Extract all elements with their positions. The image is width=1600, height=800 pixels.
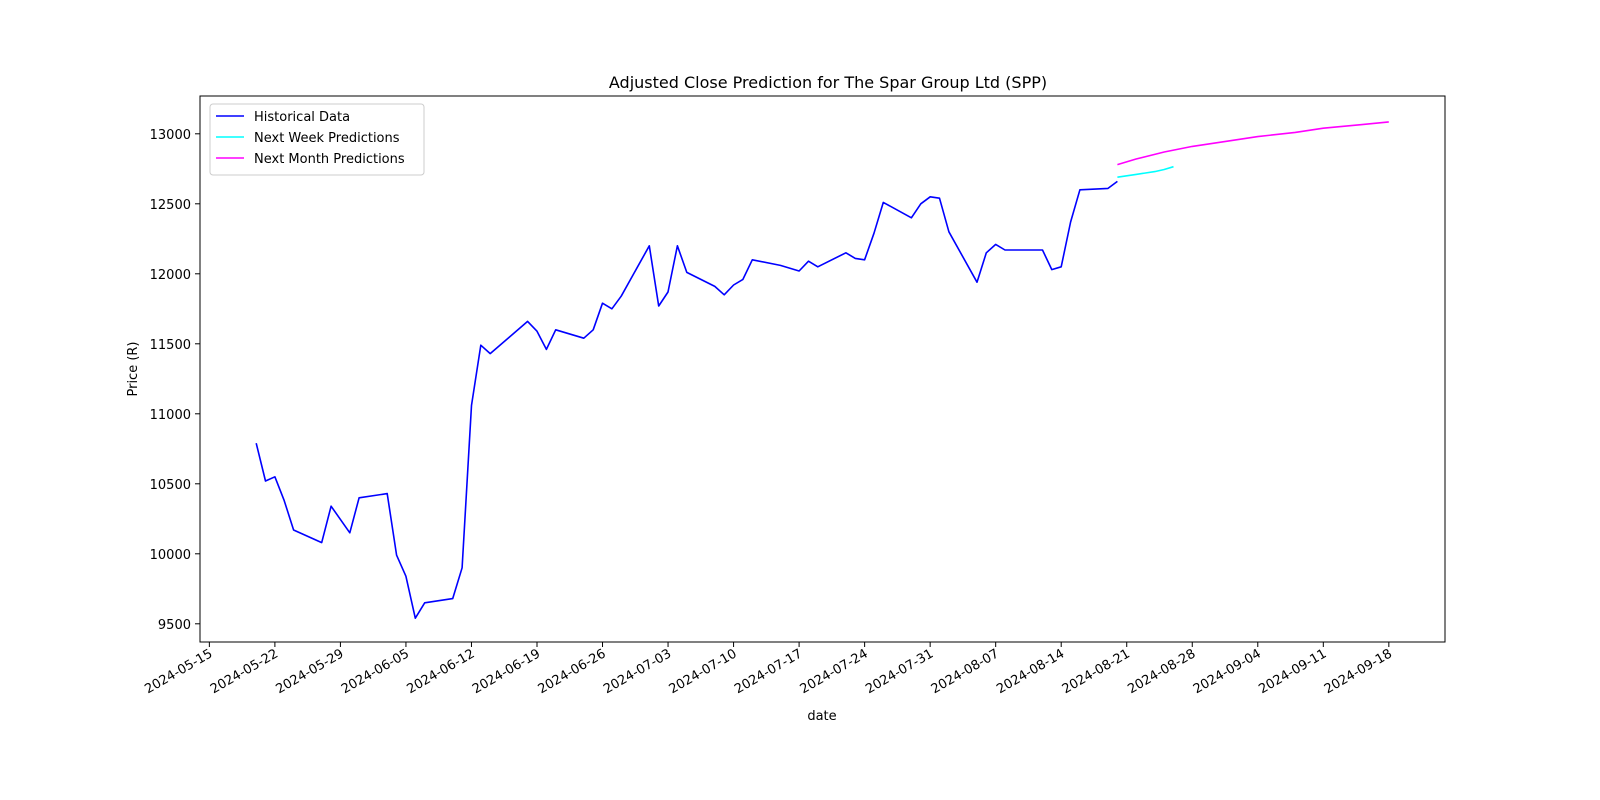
legend: Historical Data Next Week Predictions Next… [209, 103, 425, 176]
x-tick-label: 2024-07-24 [798, 646, 871, 697]
x-tick-label: 2024-08-07 [929, 646, 1002, 697]
x-tick-label: 2024-06-12 [405, 646, 478, 697]
y-tick-label: 12000 [150, 268, 191, 283]
x-tick-label: 2024-06-05 [339, 646, 412, 697]
series-line-2 [1117, 121, 1389, 166]
series-line-1 [1117, 165, 1174, 178]
legend-label: Historical Data [254, 110, 350, 125]
x-tick-label: 2024-07-17 [732, 646, 805, 697]
x-tick-label: 2024-06-19 [470, 646, 543, 697]
y-tick-label: 9500 [158, 618, 191, 633]
legend-box [209, 103, 425, 176]
legend-label: Next Week Predictions [254, 131, 400, 146]
x-tick-label: 2024-07-31 [863, 646, 936, 697]
chart-title: Adjusted Close Prediction for The Spar G… [609, 73, 1047, 92]
x-tick-label: 2024-05-15 [142, 646, 215, 697]
plot-frame [199, 95, 1446, 643]
y-tick-label: 10000 [150, 548, 191, 563]
plot-area [255, 121, 1389, 620]
y-axis: 9500 10000 10500 11000 11500 12000 12500 13000 [150, 128, 200, 633]
y-axis-label: Price (R) [126, 341, 141, 396]
x-axis: 2024-05-152024-05-222024-05-292024-06-05… [142, 642, 1395, 697]
x-tick-label: 2024-08-21 [1060, 646, 1133, 697]
x-tick-label: 2024-05-29 [273, 646, 346, 697]
x-tick-label: 2024-05-22 [208, 646, 281, 697]
legend-label: Next Month Predictions [254, 152, 405, 167]
x-tick-label: 2024-07-10 [667, 646, 740, 697]
y-tick-label: 11500 [150, 338, 191, 353]
x-tick-label: 2024-09-18 [1322, 646, 1395, 697]
x-axis-label: date [807, 709, 836, 724]
y-tick-label: 11000 [150, 408, 191, 423]
x-tick-label: 2024-08-28 [1125, 646, 1198, 697]
y-tick-label: 13000 [150, 128, 191, 143]
x-tick-label: 2024-09-11 [1256, 646, 1329, 697]
y-tick-label: 10500 [150, 478, 191, 493]
y-tick-label: 12500 [150, 198, 191, 213]
x-tick-label: 2024-09-04 [1191, 646, 1264, 697]
x-tick-label: 2024-08-14 [994, 646, 1067, 697]
x-tick-label: 2024-06-26 [536, 646, 609, 697]
series-line-0 [255, 180, 1118, 620]
x-tick-label: 2024-07-03 [601, 646, 674, 697]
